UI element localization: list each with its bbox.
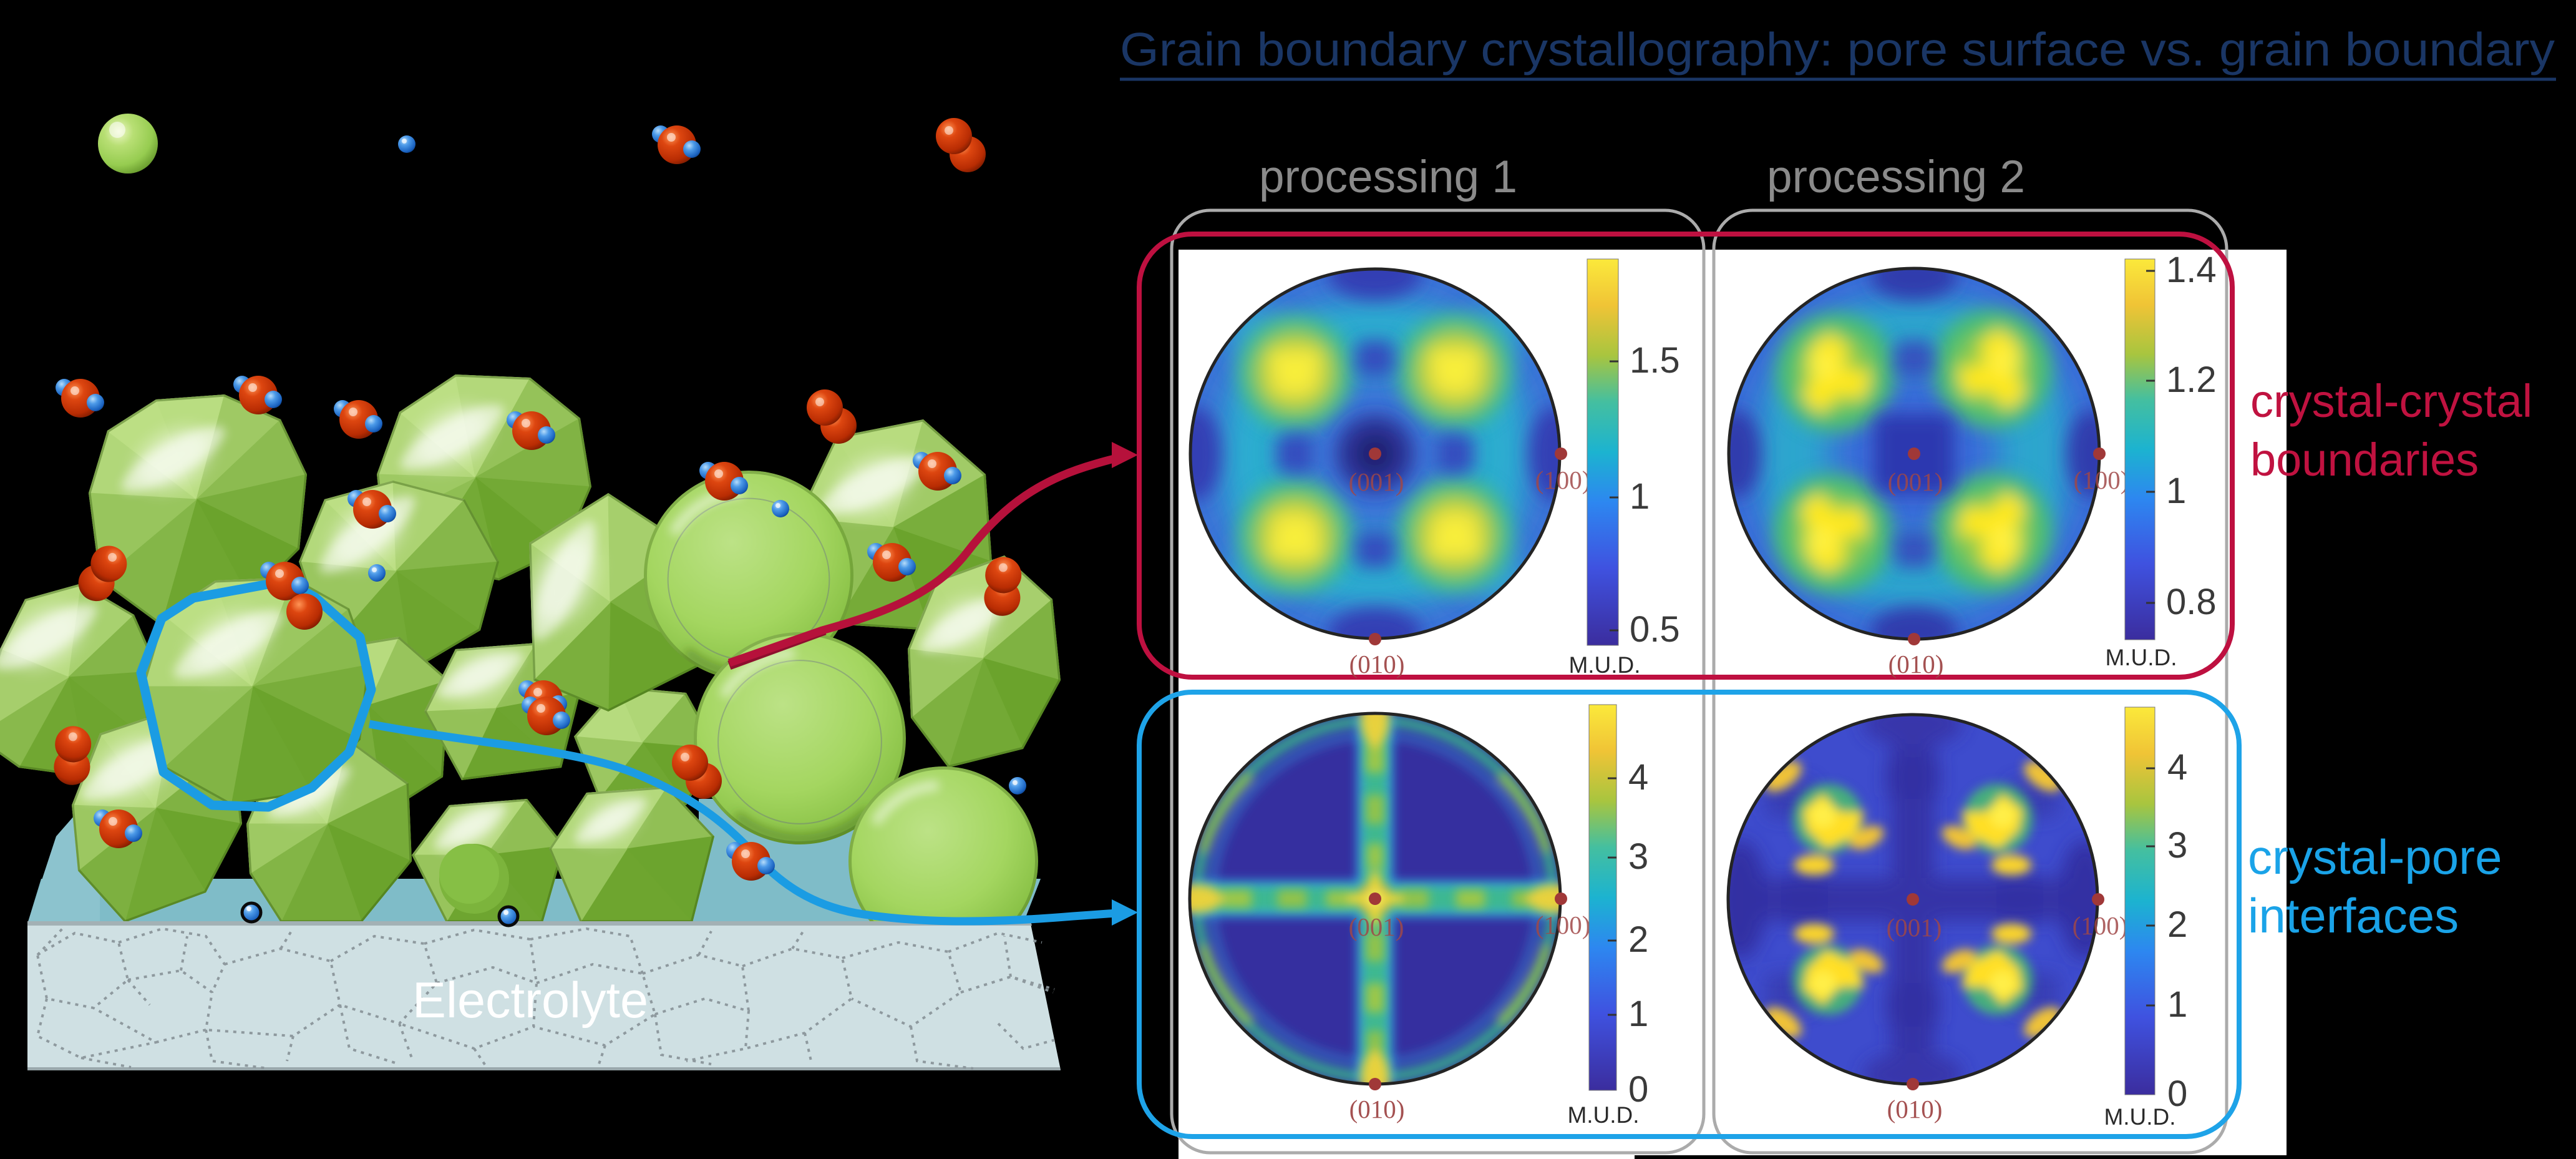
svg-text:(001): (001): [1887, 913, 1942, 942]
svg-text:(010): (010): [1887, 1095, 1943, 1123]
svg-text:3: 3: [2167, 825, 2187, 866]
svg-text:4: 4: [2167, 747, 2187, 788]
svg-text:(001): (001): [1888, 467, 1943, 496]
svg-text:processing 2: processing 2: [1767, 152, 2025, 202]
svg-text:(100): (100): [1535, 466, 1591, 494]
svg-text:2: 2: [1628, 919, 1648, 960]
svg-text:M.U.D.: M.U.D.: [2104, 1104, 2175, 1130]
svg-text:boundaries: boundaries: [2250, 434, 2479, 486]
svg-text:0.5: 0.5: [1630, 609, 1680, 650]
svg-text:(010): (010): [1349, 650, 1405, 678]
svg-text:3: 3: [1628, 836, 1648, 877]
svg-text:(001): (001): [1349, 467, 1404, 496]
svg-text:(010): (010): [1888, 650, 1944, 678]
svg-text:0: 0: [2167, 1073, 2187, 1114]
svg-text:M.U.D.: M.U.D.: [1567, 1102, 1639, 1128]
svg-text:(100): (100): [2074, 466, 2129, 494]
svg-text:(010): (010): [1349, 1095, 1405, 1123]
svg-text:crystal-crystal: crystal-crystal: [2250, 375, 2532, 427]
svg-text:interfaces: interfaces: [2248, 888, 2459, 943]
svg-text:(001): (001): [1349, 912, 1404, 941]
svg-text:1: 1: [2166, 471, 2186, 511]
svg-text:0: 0: [1628, 1069, 1648, 1110]
svg-text:1: 1: [1628, 994, 1648, 1034]
svg-text:0.8: 0.8: [2166, 582, 2217, 622]
svg-text:M.U.D.: M.U.D.: [1568, 652, 1640, 678]
svg-text:4: 4: [1628, 757, 1648, 798]
svg-text:crystal-pore: crystal-pore: [2248, 829, 2502, 884]
svg-text:1.2: 1.2: [2166, 359, 2217, 400]
svg-text:(100): (100): [1535, 911, 1591, 939]
svg-text:1: 1: [1630, 476, 1650, 517]
svg-text:(100): (100): [2073, 911, 2128, 940]
svg-text:Grain boundary crystallography: Grain boundary crystallography: pore sur…: [1120, 23, 2555, 76]
svg-text:Electrolyte: Electrolyte: [412, 972, 648, 1029]
svg-text:processing 1: processing 1: [1259, 152, 1517, 202]
svg-text:1.4: 1.4: [2166, 250, 2217, 290]
svg-text:M.U.D.: M.U.D.: [2105, 645, 2177, 670]
svg-text:1.5: 1.5: [1630, 340, 1680, 381]
svg-text:2: 2: [2167, 904, 2187, 945]
svg-text:1: 1: [2167, 984, 2187, 1025]
